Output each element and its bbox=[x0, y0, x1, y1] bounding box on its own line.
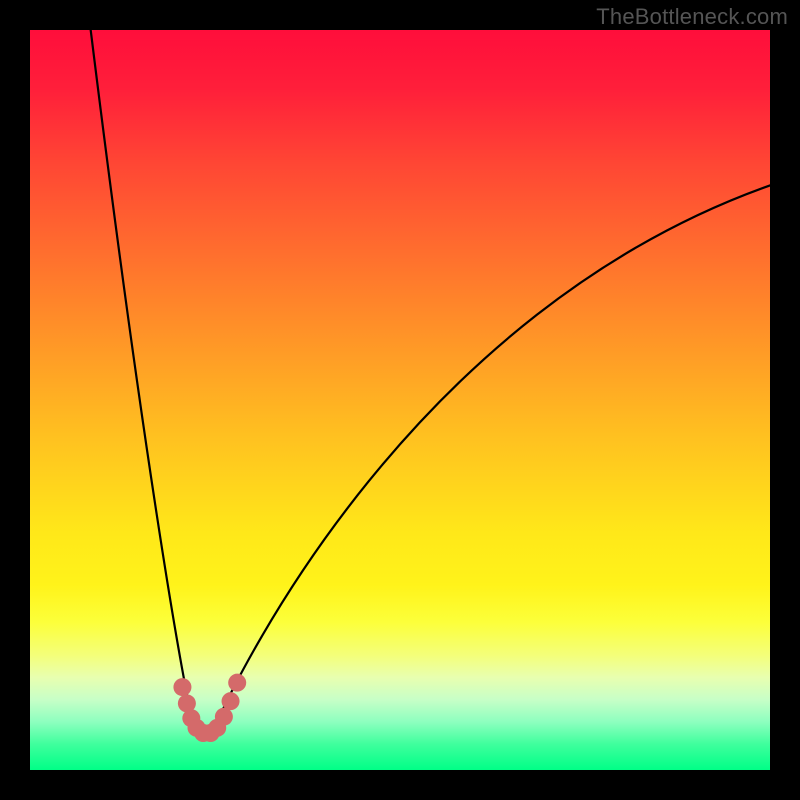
gradient-background bbox=[30, 30, 770, 770]
watermark-text: TheBottleneck.com bbox=[596, 4, 788, 30]
chart-container: { "watermark": { "text": "TheBottleneck.… bbox=[0, 0, 800, 800]
curve-marker bbox=[222, 692, 240, 710]
curve-marker bbox=[173, 678, 191, 696]
curve-marker bbox=[228, 674, 246, 692]
curve-marker bbox=[215, 708, 233, 726]
bottleneck-chart bbox=[0, 0, 800, 800]
